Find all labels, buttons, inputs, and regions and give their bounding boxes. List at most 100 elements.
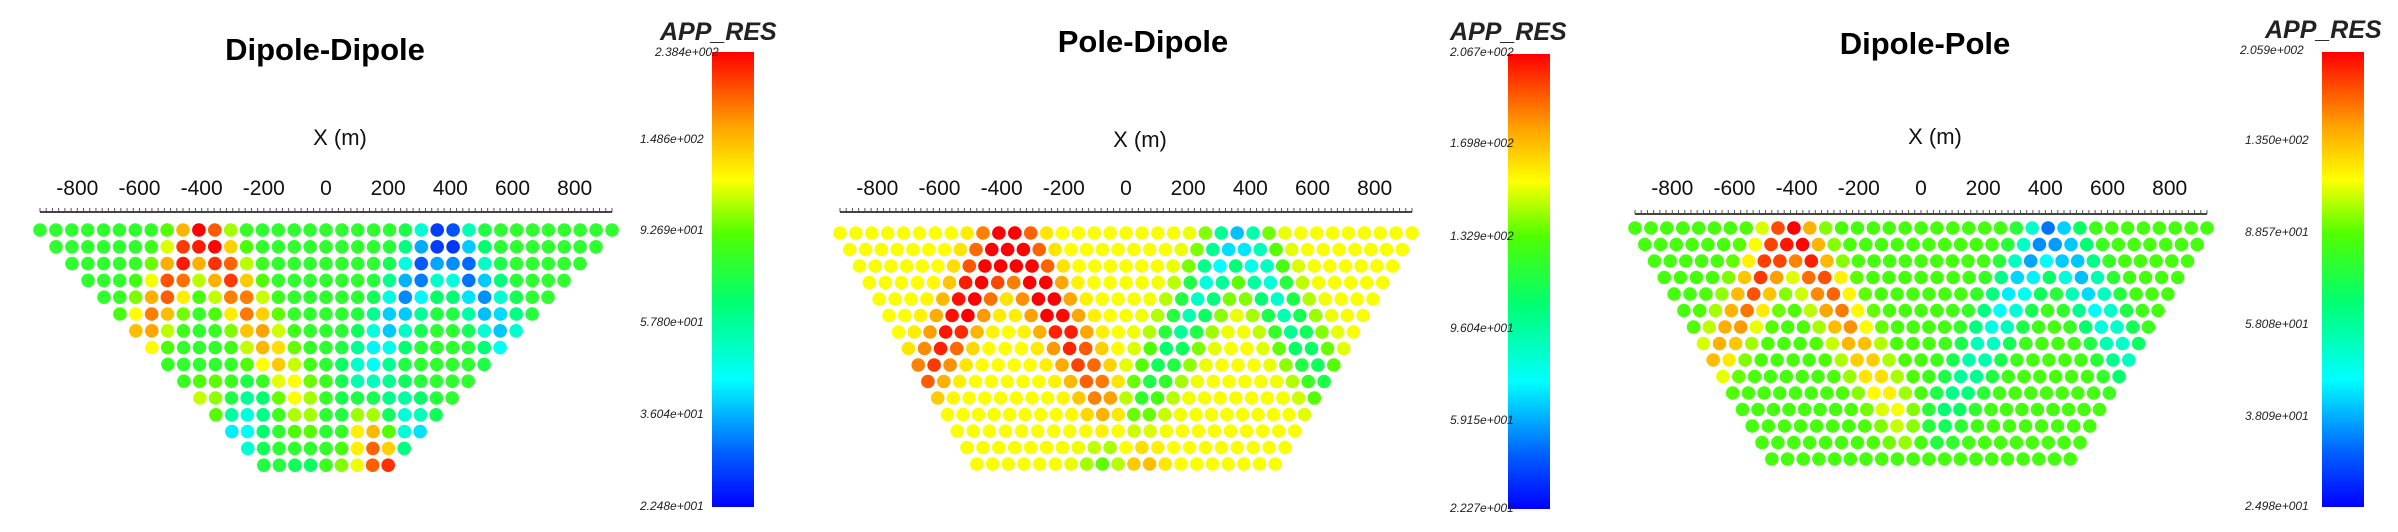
data-point	[1055, 440, 1070, 455]
data-point	[912, 226, 927, 240]
data-point	[1804, 386, 1818, 400]
data-point	[1252, 325, 1267, 339]
data-point	[2058, 270, 2073, 285]
data-point	[1071, 440, 1086, 455]
data-point	[1765, 320, 1779, 334]
data-point	[1064, 407, 1079, 422]
data-point	[240, 391, 254, 405]
data-point	[81, 240, 95, 254]
data-point	[192, 324, 207, 338]
data-point	[1747, 369, 1762, 384]
data-point	[1778, 287, 1793, 301]
data-point	[257, 458, 271, 473]
data-point	[1993, 435, 2008, 450]
data-point	[430, 290, 444, 305]
data-point	[414, 273, 429, 288]
data-point	[1150, 391, 1165, 405]
data-point	[1150, 259, 1165, 273]
data-point	[1701, 237, 1715, 252]
data-point	[224, 374, 239, 389]
data-point	[1229, 391, 1243, 405]
data-point	[2135, 303, 2150, 318]
data-point	[1087, 275, 1101, 290]
colorbar-tick-label: 5.808e+001	[2245, 317, 2309, 331]
data-point	[1850, 353, 1864, 367]
data-point	[1813, 402, 1827, 417]
colorbar-tick-label: 2.498e+001	[2244, 499, 2309, 513]
data-point	[928, 226, 943, 240]
data-point	[1039, 358, 1053, 372]
data-point	[1978, 270, 1992, 285]
data-point	[1346, 325, 1361, 339]
data-point	[1047, 292, 1062, 306]
data-point	[1914, 221, 1928, 235]
data-point	[303, 273, 317, 288]
data-point	[2158, 237, 2173, 252]
data-point	[1994, 270, 2008, 285]
data-point	[1890, 336, 1904, 351]
data-point	[414, 324, 428, 338]
data-point	[1239, 424, 1254, 438]
data-point	[2072, 303, 2086, 318]
data-point	[287, 408, 302, 422]
data-point	[1906, 237, 1920, 252]
data-point	[1922, 336, 1936, 351]
data-point	[2055, 386, 2069, 400]
data-point	[446, 240, 460, 254]
data-point	[1166, 259, 1180, 273]
data-point	[2141, 320, 2156, 334]
data-point	[1022, 275, 1037, 290]
colorbar-tick-label: 9.269e+001	[640, 223, 704, 237]
data-point	[573, 223, 587, 237]
data-point	[2111, 237, 2126, 252]
data-point	[1182, 440, 1197, 455]
x-axis-label: X (m)	[1113, 127, 1167, 152]
data-point	[1739, 221, 1753, 235]
colorbar-tick-label: 3.809e+001	[2245, 409, 2309, 423]
data-point	[192, 340, 207, 355]
data-point	[1049, 407, 1063, 422]
data-point	[1231, 275, 1246, 290]
data-point	[1882, 435, 1896, 450]
data-point	[128, 256, 143, 271]
data-point	[1787, 303, 1802, 318]
data-point	[1324, 308, 1339, 323]
data-point	[1746, 287, 1761, 301]
data-point	[1766, 402, 1781, 417]
data-point	[1174, 374, 1189, 389]
data-point	[366, 307, 381, 321]
data-point	[2106, 353, 2120, 367]
data-point	[1961, 386, 1975, 400]
data-point	[287, 441, 302, 456]
data-point	[921, 242, 936, 257]
data-point	[1820, 254, 1834, 268]
data-point	[1048, 325, 1063, 339]
data-point	[1260, 259, 1274, 273]
data-point	[1279, 275, 1294, 290]
data-point	[946, 391, 961, 405]
data-point	[1953, 402, 1967, 417]
data-point	[872, 292, 886, 306]
data-point	[1119, 440, 1133, 455]
data-point	[1336, 341, 1351, 356]
data-point	[334, 424, 349, 439]
data-point	[208, 340, 222, 355]
colorbar: APP_RES 2.384e+002 1.486e+002 9.269e+001…	[639, 18, 777, 513]
data-point	[1735, 402, 1750, 417]
colorbar-title: APP_RES	[2264, 16, 2382, 44]
data-point	[943, 358, 957, 372]
data-point	[303, 391, 318, 405]
x-tick-label: 400	[433, 177, 468, 200]
data-point	[1214, 226, 1229, 240]
data-point	[1175, 424, 1190, 438]
data-point	[1220, 407, 1234, 422]
data-point	[461, 357, 476, 372]
data-point	[1189, 457, 1204, 471]
data-point	[1906, 287, 1920, 301]
data-point	[319, 424, 333, 439]
data-point	[414, 340, 428, 355]
data-point	[2009, 221, 2024, 235]
data-point	[1866, 270, 1880, 285]
data-point	[1977, 221, 1992, 235]
data-point	[366, 240, 381, 254]
